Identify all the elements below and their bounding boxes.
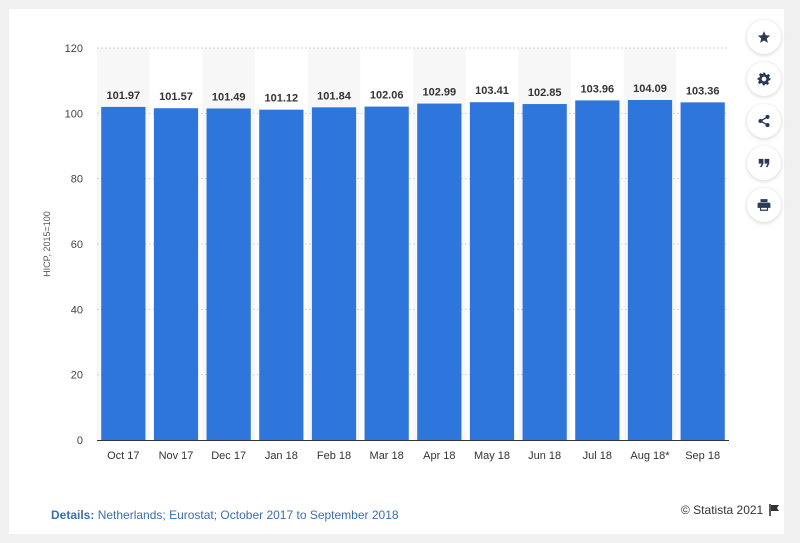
bar[interactable] [627,99,673,441]
favorite-button[interactable] [747,20,781,54]
gear-icon [757,72,771,86]
bar[interactable] [575,100,620,440]
data-label: 101.49 [212,91,246,103]
print-icon [757,199,771,211]
y-axis-title: HICP, 2015=100 [42,211,52,277]
data-label: 102.99 [423,87,457,99]
x-tick-label: Mar 18 [370,450,404,462]
bar-chart: 101.97 101.57 101.49 101.12 101.84 102.06 102.… [42,43,729,462]
y-tick-label: 40 [71,304,83,316]
print-button[interactable] [747,188,781,222]
x-tick-label: Sep 18 [685,450,720,462]
data-label: 101.84 [317,90,352,102]
bar[interactable] [153,108,199,441]
data-label: 101.12 [265,93,299,105]
data-label: 101.97 [107,90,141,102]
details-text[interactable]: Netherlands; Eurostat; October 2017 to S… [97,508,399,522]
data-labels: 101.97 101.57 101.49 101.12 101.84 102.06 102.… [107,83,720,105]
credit-text[interactable]: © Statista 2021 [681,503,764,517]
x-axis-ticks: Oct 17 Nov 17 Dec 17 Jan 18 Feb 18 Mar 18 Apr … [107,450,720,462]
bar[interactable] [469,102,515,440]
flag-icon[interactable] [769,504,780,516]
data-label: 103.36 [686,85,720,97]
footer-details: Details: Netherlands; Eurostat; October … [51,508,399,522]
share-icon [758,114,770,128]
share-button[interactable] [747,104,781,138]
bar[interactable] [364,106,409,440]
x-tick-label: May 18 [474,450,510,462]
star-icon [757,31,771,43]
chart-card: 101.97 101.57 101.49 101.12 101.84 102.06 102.… [9,9,784,534]
x-tick-label: Aug 18* [630,450,670,462]
bar[interactable] [206,108,251,440]
data-label: 102.85 [528,87,562,99]
x-tick-label: Dec 17 [211,450,246,462]
y-tick-label: 100 [65,108,83,120]
data-label: 101.57 [159,91,193,103]
data-label: 103.96 [581,83,615,95]
x-tick-label: Apr 18 [423,450,455,462]
bar[interactable] [259,109,304,440]
settings-button[interactable] [747,62,781,96]
x-tick-label: Jun 18 [528,450,561,462]
quote-icon [758,158,770,168]
bar[interactable] [311,107,357,441]
x-tick-label: Nov 17 [159,450,194,462]
y-tick-label: 80 [71,174,83,186]
bar[interactable] [680,102,725,440]
bar[interactable] [101,106,146,440]
bars [101,99,725,441]
gridlines [97,47,729,376]
y-tick-label: 120 [65,43,83,55]
data-label: 102.06 [370,90,404,102]
y-tick-label: 20 [71,370,83,382]
y-tick-label: 60 [71,239,83,251]
details-label: Details: [51,508,95,522]
data-label: 103.41 [475,85,509,97]
cite-button[interactable] [747,146,781,180]
x-tick-label: Jan 18 [265,450,298,462]
data-label: 104.09 [633,83,667,95]
bar[interactable] [522,104,567,441]
credit: © Statista 2021 [681,503,780,517]
x-tick-label: Jul 18 [583,450,612,462]
bar[interactable] [417,103,462,440]
y-tick-label: 0 [77,435,83,447]
x-tick-label: Feb 18 [317,450,351,462]
x-tick-label: Oct 17 [107,450,139,462]
y-axis-ticks: 0 20 40 60 80 100 120 [65,43,83,447]
